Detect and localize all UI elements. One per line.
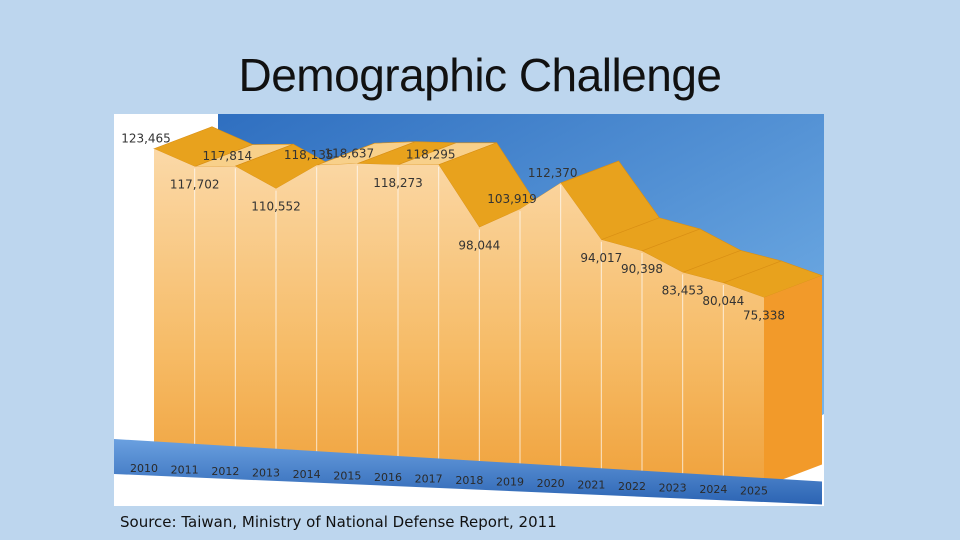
x-tick-label: 2020 xyxy=(537,477,565,490)
x-tick-label: 2011 xyxy=(171,464,199,477)
data-label: 118,273 xyxy=(373,176,423,190)
data-label: 103,919 xyxy=(487,192,537,206)
x-tick-label: 2012 xyxy=(211,465,239,478)
data-label: 90,398 xyxy=(621,262,663,276)
data-label: 94,017 xyxy=(580,251,622,265)
x-tick-label: 2016 xyxy=(374,471,402,484)
data-label: 118,637 xyxy=(325,147,375,161)
data-label: 118,295 xyxy=(406,148,456,162)
chart: 123,465 117,702 117,814 110,552 118,135118,6… xyxy=(114,114,824,506)
slide-title: Demographic Challenge xyxy=(238,49,722,101)
x-tick-label: 2013 xyxy=(252,467,280,480)
x-tick-label: 2021 xyxy=(577,479,605,492)
x-tick-label: 2024 xyxy=(699,483,727,496)
data-label: 80,044 xyxy=(702,294,744,308)
x-tick-label: 2018 xyxy=(455,474,483,487)
data-label: 112,370 xyxy=(528,166,578,180)
area-side xyxy=(764,275,822,487)
x-tick-label: 2019 xyxy=(496,476,524,489)
data-label: 118,135 xyxy=(284,148,334,162)
x-tick-label: 2010 xyxy=(130,462,158,475)
area-body xyxy=(154,148,764,487)
x-tick-label: 2017 xyxy=(415,473,443,486)
x-tick-label: 2023 xyxy=(659,482,687,495)
data-label: 110,552 xyxy=(251,200,301,214)
data-label: 123,465 xyxy=(121,132,171,146)
x-tick-label: 2015 xyxy=(333,470,361,483)
data-label: 75,338 xyxy=(743,309,785,323)
data-label: 117,702 xyxy=(170,178,220,192)
data-label: 98,044 xyxy=(458,238,500,252)
data-label: 83,453 xyxy=(662,283,704,297)
x-tick-label: 2025 xyxy=(740,485,768,498)
source-note: Source: Taiwan, Ministry of National Def… xyxy=(120,513,557,531)
chart-floor xyxy=(114,439,822,505)
x-tick-label: 2014 xyxy=(293,468,321,481)
data-label: 117,814 xyxy=(203,149,253,163)
x-tick-label: 2022 xyxy=(618,480,646,493)
